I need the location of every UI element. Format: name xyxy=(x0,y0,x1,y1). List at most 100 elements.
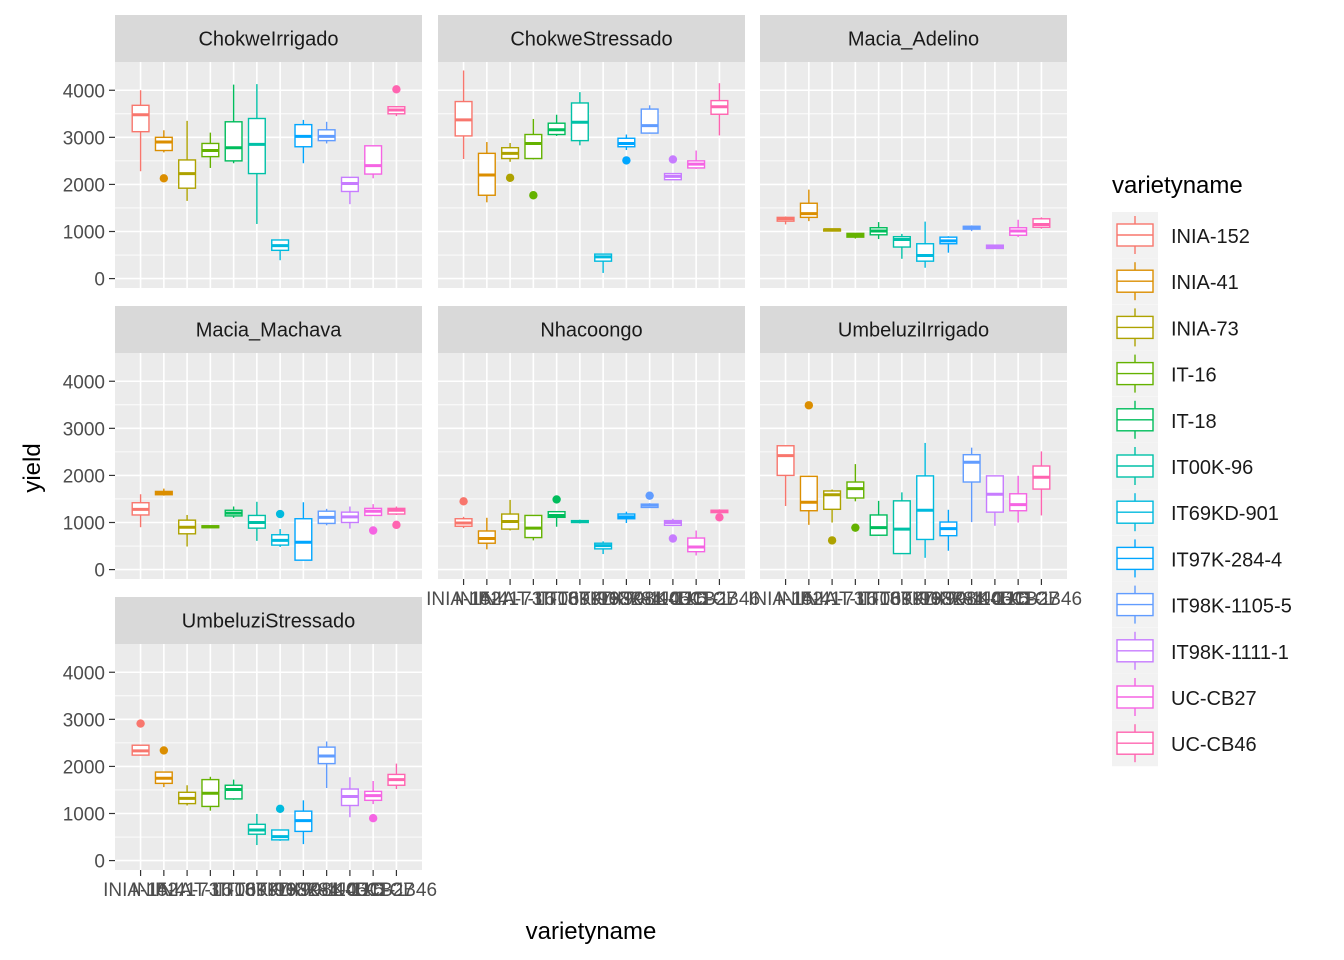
legend-entry-IT98K-1105-5: IT98K-1105-5 xyxy=(1112,581,1292,628)
box-body xyxy=(294,518,313,561)
outlier-point xyxy=(505,173,515,183)
outlier-point xyxy=(159,746,169,755)
outlier-point xyxy=(529,191,538,200)
box-IT98K-1111-1 xyxy=(340,777,359,818)
box-body xyxy=(799,475,818,512)
box-IT-18 xyxy=(547,495,566,527)
box-INIA-152 xyxy=(131,494,150,528)
box-INIA-152 xyxy=(131,719,150,756)
box-IT00K-96 xyxy=(892,233,911,259)
box-UC-CB27 xyxy=(364,145,383,179)
outlier-point xyxy=(804,401,814,410)
box-IT97K-284-4 xyxy=(617,134,636,165)
box-IT97K-284-4 xyxy=(294,119,313,164)
legend-entry-UC-CB27: UC-CB27 xyxy=(1112,674,1257,720)
y-tick-label: 2000 xyxy=(63,757,105,778)
facet-strip-label: UmbeluziStressado xyxy=(182,611,355,633)
facet-strip-label: Macia_Adelino xyxy=(848,29,979,51)
legend-entry-IT97K-284-4: IT97K-284-4 xyxy=(1112,535,1282,582)
outlier-point xyxy=(136,719,145,728)
outlier-point xyxy=(159,174,169,183)
box-INIA-73 xyxy=(178,785,197,806)
x-tick-label: UC-CB46 xyxy=(679,589,760,610)
x-tick-label: UC-CB46 xyxy=(1001,589,1082,610)
box-IT-16 xyxy=(201,776,220,811)
box-INIA-41 xyxy=(154,488,173,496)
box-IT69KD-901 xyxy=(594,541,613,555)
box-UC-CB46 xyxy=(387,763,406,790)
y-tick-label: 2000 xyxy=(63,175,105,196)
facet-strip xyxy=(115,597,422,644)
facet-strip xyxy=(438,306,745,353)
panel-background xyxy=(115,353,422,579)
y-tick-label: 2000 xyxy=(63,466,105,487)
box-INIA-41 xyxy=(154,130,173,183)
facet-strip xyxy=(760,15,1067,62)
box-body xyxy=(154,136,173,152)
facet-strip-label: Nhacoongo xyxy=(540,320,642,342)
box-INIA-73 xyxy=(823,489,842,545)
box-INIA-73 xyxy=(501,142,520,183)
x-tick-label: IT98K-1111-1 xyxy=(294,880,406,901)
box-body xyxy=(640,108,659,134)
x-tick-label: IT69KD-901 xyxy=(229,880,331,901)
y-tick-label: 1000 xyxy=(63,805,105,826)
box-UC-CB46 xyxy=(387,85,406,117)
box-IT00K-96 xyxy=(247,84,266,224)
facet-panel-Macia_Machava: Macia_Machava 0 1000 2000 3000 4000 xyxy=(63,306,422,582)
outlier-point xyxy=(392,85,401,94)
box-body xyxy=(799,202,818,219)
facet-panel-ChokweStressado: ChokweStressado xyxy=(438,15,745,288)
y-tick-label: 0 xyxy=(94,270,105,291)
box-INIA-73 xyxy=(178,514,197,547)
box-UC-CB46 xyxy=(710,83,729,136)
box-UC-CB27 xyxy=(364,781,383,823)
y-tick-label: 1000 xyxy=(63,223,105,244)
box-INIA-73 xyxy=(178,120,197,201)
box-IT00K-96 xyxy=(892,492,911,555)
legend-entry-INIA-73: INIA-73 xyxy=(1112,304,1239,351)
box-INIA-152 xyxy=(776,445,795,507)
facet-panel-UmbeluziStressado: UmbeluziStressado 0 1000 2000 3000 4000 INIA-1… xyxy=(63,597,437,901)
x-tick-label: IT-16 xyxy=(834,589,877,610)
box-INIA-41 xyxy=(799,401,818,525)
outlier-point xyxy=(368,526,378,535)
box-body xyxy=(524,514,543,539)
box-IT97K-284-4 xyxy=(939,236,958,253)
box-UC-CB46 xyxy=(1032,451,1051,516)
box-IT69KD-901 xyxy=(271,509,290,547)
y-tick-label: 0 xyxy=(94,852,105,873)
facet-strip-label: ChokweStressado xyxy=(510,29,672,51)
outlier-point xyxy=(392,520,401,530)
box-UC-CB46 xyxy=(387,506,406,530)
x-tick-label: INIA-73 xyxy=(155,880,219,901)
x-tick-label: IT-18 xyxy=(212,880,255,901)
box-IT97K-284-4 xyxy=(617,511,636,523)
box-IT00K-96 xyxy=(570,519,589,524)
facet-strip xyxy=(115,15,422,62)
legend-label: IT97K-284-4 xyxy=(1171,549,1282,571)
facet-strip xyxy=(115,306,422,353)
box-IT98K-1105-5 xyxy=(317,741,336,789)
box-IT-18 xyxy=(547,114,566,136)
x-tick-label: INIA-73 xyxy=(800,589,864,610)
box-IT00K-96 xyxy=(570,92,589,146)
x-tick-label: UC-CB27 xyxy=(656,589,737,610)
x-tick-label: IT98K-1111-1 xyxy=(617,589,729,610)
x-tick-label: INIA-41 xyxy=(132,880,196,901)
x-tick-label: IT97K-284-4 xyxy=(896,589,1002,610)
legend-label: UC-CB46 xyxy=(1171,734,1257,756)
box-IT-18 xyxy=(869,500,888,536)
outlier-point xyxy=(368,814,378,823)
x-tick-label: IT-18 xyxy=(535,589,578,610)
legend-entry-IT-16: IT-16 xyxy=(1112,350,1217,397)
box-UC-CB27 xyxy=(1009,219,1028,238)
x-tick-label: IT97K-284-4 xyxy=(251,880,357,901)
legend-label: IT00K-96 xyxy=(1171,457,1253,479)
legend-label: IT-16 xyxy=(1171,365,1217,387)
legend-label: INIA-41 xyxy=(1171,272,1239,294)
box-INIA-152 xyxy=(776,216,795,225)
panel-background xyxy=(115,644,422,870)
legend-title: varietyname xyxy=(1112,172,1243,199)
facet-panel-UmbeluziIrrigado: UmbeluziIrrigadoINIA-152INIA-41INIA-73IT… xyxy=(748,306,1082,610)
